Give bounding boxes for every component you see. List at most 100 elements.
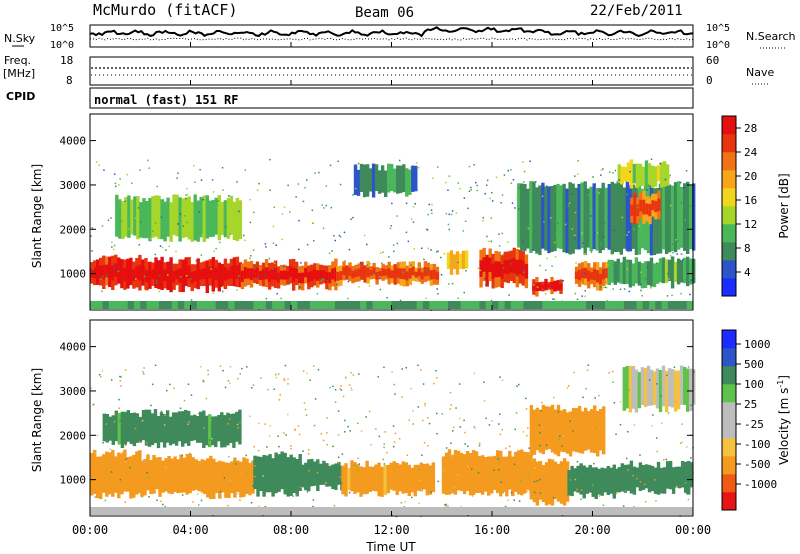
heatmap-cell [626, 464, 631, 491]
freq-tick-bottom: 8 [66, 74, 73, 87]
heatmap-cell-core [485, 263, 489, 278]
heatmap-ground-cell [184, 507, 191, 515]
heatmap-speckle [209, 439, 211, 441]
heatmap-speckle [143, 373, 145, 375]
heatmap-cell-core [157, 268, 161, 281]
heatmap-cell [411, 165, 415, 192]
heatmap-speckle [308, 448, 310, 451]
heatmap-cell [593, 405, 597, 454]
heatmap-cell-core [292, 267, 296, 282]
heatmap-cell [152, 455, 156, 494]
heatmap-cell [140, 460, 144, 497]
heatmap-cell-core [342, 266, 346, 275]
heatmap-cell [594, 467, 598, 499]
heatmap-speckle [393, 383, 395, 386]
heatmap-speckle [110, 217, 112, 219]
heatmap-speckle [490, 217, 492, 219]
heatmap-cell-core [270, 269, 275, 280]
heatmap-speckle [207, 369, 209, 372]
heatmap-speckle [222, 285, 224, 288]
heatmap-cell-core [298, 272, 302, 284]
heatmap-cell-core [160, 266, 164, 281]
heatmap-speckle [381, 262, 383, 264]
heatmap-speckle [553, 298, 556, 301]
heatmap-cell [111, 415, 115, 445]
heatmap-speckle [448, 228, 450, 231]
heatmap-speckle [499, 433, 502, 436]
heatmap-speckle [687, 366, 690, 368]
heatmap-speckle [487, 478, 489, 480]
heatmap-speckle [262, 514, 264, 517]
heatmap-cell-core [166, 269, 170, 283]
heatmap-cell [656, 165, 661, 182]
heatmap-speckle [470, 186, 472, 189]
heatmap-cell [544, 462, 549, 506]
heatmap-speckle [574, 211, 577, 214]
heatmap-cell [689, 185, 693, 250]
heatmap-cell [199, 196, 203, 238]
heatmap-speckle [441, 413, 443, 415]
heatmap-cell [390, 163, 394, 191]
heatmap-speckle [152, 230, 154, 232]
heatmap-cell [307, 459, 311, 492]
heatmap-speckle [326, 444, 328, 446]
heatmap-cell [652, 371, 657, 405]
heatmap-cell [616, 258, 620, 283]
heatmap-speckle [525, 397, 527, 400]
heatmap-cell [377, 170, 382, 194]
heatmap-speckle [221, 473, 223, 476]
heatmap-speckle [447, 189, 449, 191]
heatmap-cell [683, 257, 687, 284]
heatmap-ground-cell [90, 301, 97, 309]
heatmap-cell [529, 462, 534, 500]
heatmap-speckle [338, 234, 341, 237]
heatmap-speckle [358, 463, 360, 465]
heatmap-cell [410, 467, 414, 493]
noise-left-tick-bottom: 10^0 [50, 40, 74, 51]
heatmap-speckle [581, 295, 583, 297]
heatmap-speckle [627, 250, 630, 253]
heatmap-speckle [437, 250, 439, 252]
heatmap-ground-cell [429, 507, 436, 515]
heatmap-speckle [592, 176, 594, 178]
heatmap-cell [496, 450, 500, 494]
heatmap-ground-cell [410, 507, 417, 515]
heatmap-speckle [449, 391, 452, 394]
heatmap-speckle [379, 277, 381, 280]
heatmap-speckle [526, 490, 529, 492]
heatmap-speckle [624, 489, 627, 492]
heatmap-cell [277, 454, 281, 492]
heatmap-speckle [473, 372, 476, 375]
heatmap-ground-cell [649, 507, 656, 515]
heatmap-speckle [146, 442, 148, 444]
heatmap-speckle [150, 404, 152, 407]
heatmap-speckle [334, 401, 337, 403]
heatmap-speckle [118, 198, 121, 201]
heatmap-ground-cell [448, 301, 455, 309]
heatmap-speckle [689, 205, 692, 207]
heatmap-speckle [348, 491, 351, 494]
heatmap-speckle [120, 376, 122, 378]
heatmap-ground-cell [397, 301, 405, 309]
heatmap-speckle [473, 164, 475, 166]
heatmap-speckle [432, 177, 434, 179]
heatmap-speckle [183, 215, 186, 217]
heatmap-speckle [152, 200, 154, 202]
heatmap-cell [638, 163, 643, 187]
heatmap-speckle [664, 178, 667, 181]
heatmap-speckle [450, 455, 453, 457]
heatmap-speckle [559, 435, 561, 437]
heatmap-speckle [200, 366, 202, 368]
heatmap-speckle [227, 380, 230, 382]
heatmap-speckle [518, 186, 521, 189]
heatmap-speckle [225, 226, 227, 228]
heatmap-speckle [249, 415, 251, 417]
heatmap-cell [547, 458, 552, 505]
heatmap-cell-core [429, 270, 434, 280]
heatmap-cell [449, 250, 454, 275]
heatmap-speckle [345, 376, 347, 379]
heatmap-speckle [587, 364, 589, 366]
heatmap-speckle [401, 396, 403, 398]
heatmap-speckle [533, 284, 535, 286]
heatmap-speckle [516, 385, 518, 387]
